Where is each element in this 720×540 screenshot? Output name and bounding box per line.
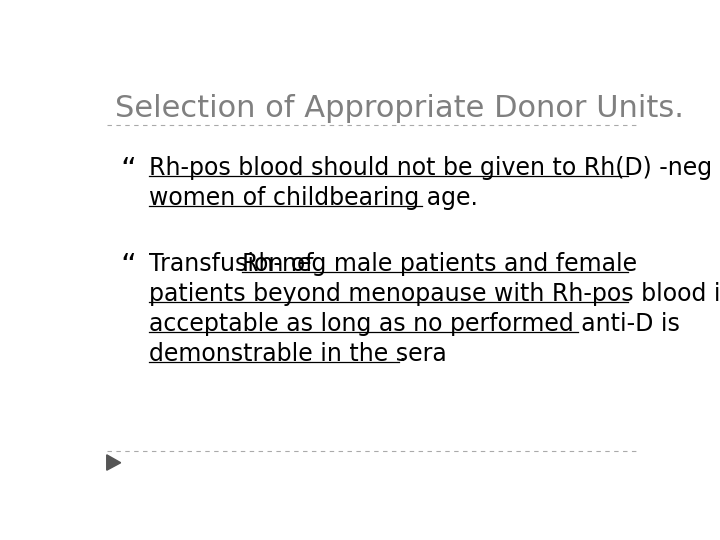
Text: acceptable as long as no performed anti-D is: acceptable as long as no performed anti-…: [148, 312, 680, 336]
Text: Selection of Appropriate Donor Units.: Selection of Appropriate Donor Units.: [115, 94, 684, 123]
Text: demonstrable in the sera: demonstrable in the sera: [148, 342, 446, 366]
Text: Transfusion of: Transfusion of: [148, 252, 320, 276]
Text: Rh-neg male patients and female: Rh-neg male patients and female: [243, 252, 637, 276]
Text: “: “: [121, 252, 137, 281]
Text: patients beyond menopause with Rh-pos blood is: patients beyond menopause with Rh-pos bl…: [148, 282, 720, 306]
Text: Rh-pos blood should not be given to Rh(D) -neg: Rh-pos blood should not be given to Rh(D…: [148, 156, 711, 180]
Text: .: .: [399, 342, 406, 366]
Polygon shape: [107, 455, 121, 470]
Text: women of childbearing age.: women of childbearing age.: [148, 186, 477, 210]
Text: “: “: [121, 156, 137, 185]
